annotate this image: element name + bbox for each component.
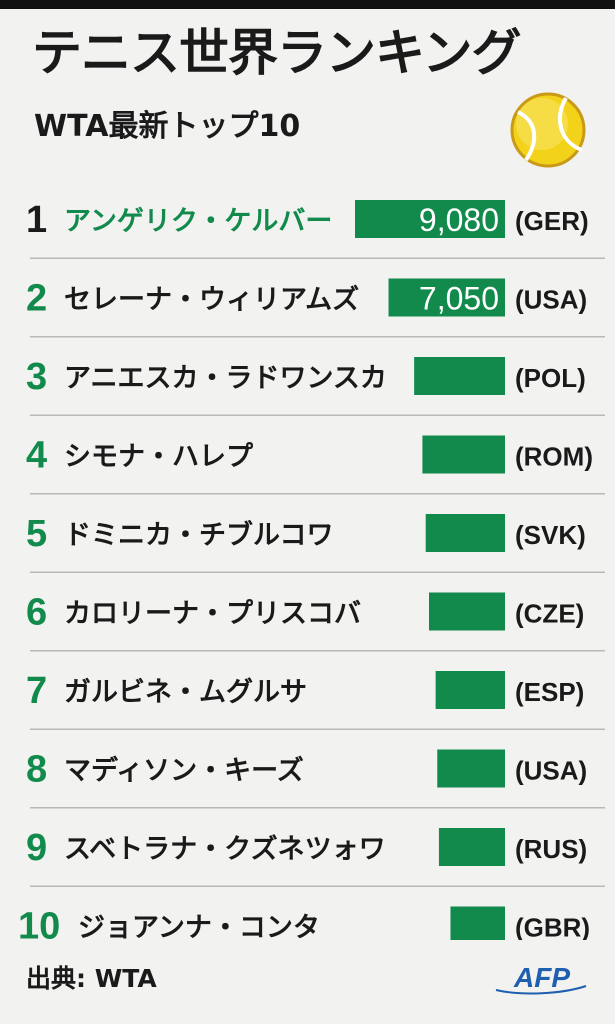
bar — [388, 278, 505, 317]
rank-number: 5 — [26, 513, 47, 555]
rank-number: 2 — [26, 278, 47, 320]
country-code: (CZE) — [515, 599, 584, 629]
rank-number: 4 — [26, 435, 47, 477]
player-name: ガルビネ・ムグルサ — [64, 676, 307, 708]
page-subtitle: WTA最新トップ10 — [34, 109, 301, 144]
country-code: (USA) — [515, 285, 587, 315]
country-code: (POL) — [515, 363, 586, 393]
country-code: (GBR) — [515, 913, 590, 941]
country-code: (ROM) — [515, 442, 593, 472]
country-code: (USA) — [515, 756, 587, 786]
bar — [450, 906, 505, 940]
rank-number: 6 — [26, 592, 47, 634]
bar — [438, 828, 505, 866]
country-code: (SVK) — [515, 520, 586, 550]
player-name: スベトラナ・クズネツォワ — [64, 833, 386, 865]
bar — [429, 592, 505, 631]
player-name: アンゲリク・ケルバー — [64, 206, 332, 237]
bar-value-label: 9,080 — [419, 202, 499, 238]
rank-number: 1 — [26, 199, 47, 241]
rank-number: 3 — [26, 356, 47, 398]
rank-number: 9 — [26, 827, 47, 869]
ranking-chart: 1 アンゲリク・ケルバー 9,080 (GER) 2 セレーナ・ウィリアムズ 7,050 (U… — [18, 199, 605, 941]
rank-number: 7 — [26, 670, 47, 712]
rank-number: 10 — [18, 906, 60, 941]
player-name: アニエスカ・ラドワンスカ — [64, 363, 387, 394]
bar — [437, 749, 505, 788]
bar — [355, 200, 505, 238]
tennis-ball-icon — [510, 92, 586, 168]
player-name: ジョアンナ・コンタ — [78, 913, 320, 941]
bar — [435, 671, 505, 709]
rank-number: 8 — [26, 749, 47, 791]
page-title: テニス世界ランキング — [32, 24, 521, 82]
player-name: カロリーナ・プリスコバ — [64, 599, 361, 630]
country-code: (ESP) — [515, 677, 584, 707]
country-code: (RUS) — [515, 834, 587, 864]
afp-logo: AFP — [495, 962, 587, 995]
player-name: シモナ・ハレプ — [64, 442, 254, 473]
bar — [425, 514, 505, 552]
top-bar — [0, 0, 615, 9]
bar — [422, 435, 505, 474]
source-note: 出典: WTA — [26, 964, 157, 993]
player-name: ドミニカ・チブルコワ — [64, 519, 333, 551]
country-code: (GER) — [515, 206, 589, 236]
bar-value-label: 7,050 — [419, 281, 499, 317]
player-name: マディソン・キーズ — [64, 755, 304, 787]
svg-text:AFP: AFP — [513, 962, 570, 993]
bar — [414, 357, 505, 395]
player-name: セレーナ・ウィリアムズ — [64, 284, 359, 316]
